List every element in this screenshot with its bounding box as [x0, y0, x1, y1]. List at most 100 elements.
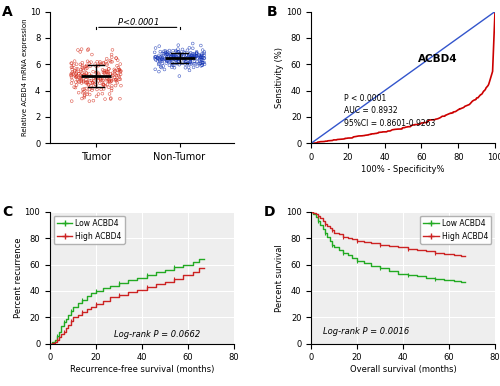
- Text: Log-rank P = 0.0662: Log-rank P = 0.0662: [114, 330, 200, 339]
- Point: [100, 68, 108, 74]
- Point: [194, 60, 202, 66]
- Point: [110, 66, 118, 73]
- Point: [104, 69, 112, 75]
- Y-axis label: Percent recurrence: Percent recurrence: [14, 237, 23, 318]
- Point: [166, 62, 173, 68]
- Point: [191, 54, 199, 60]
- Point: [76, 75, 84, 81]
- Point: [194, 63, 202, 69]
- Point: [160, 63, 168, 69]
- Point: [108, 72, 116, 78]
- Point: [100, 60, 108, 66]
- Point: [113, 63, 121, 69]
- Point: [86, 63, 94, 69]
- Point: [158, 60, 166, 66]
- Point: [155, 43, 163, 49]
- Point: [186, 67, 194, 73]
- Point: [80, 95, 88, 101]
- Point: [200, 55, 208, 61]
- Point: [170, 56, 178, 62]
- Point: [174, 49, 182, 55]
- Point: [172, 49, 180, 55]
- Point: [80, 67, 88, 73]
- Point: [174, 56, 182, 62]
- Point: [162, 50, 170, 56]
- Point: [102, 75, 110, 81]
- Point: [176, 50, 184, 56]
- Point: [200, 50, 208, 56]
- Point: [82, 70, 90, 76]
- Point: [106, 78, 114, 84]
- Point: [186, 54, 194, 61]
- Point: [168, 58, 176, 64]
- Point: [103, 68, 111, 74]
- Point: [87, 59, 95, 65]
- Point: [175, 49, 183, 55]
- Point: [84, 74, 92, 80]
- Point: [114, 80, 122, 86]
- Point: [186, 50, 194, 56]
- Point: [184, 60, 192, 66]
- Point: [188, 53, 196, 59]
- Point: [68, 77, 76, 83]
- Point: [100, 81, 108, 87]
- Point: [190, 61, 198, 67]
- Point: [106, 91, 114, 97]
- Point: [177, 53, 185, 59]
- Y-axis label: Percent survival: Percent survival: [276, 244, 284, 312]
- Point: [158, 64, 166, 71]
- Point: [186, 59, 194, 66]
- Point: [111, 71, 119, 77]
- Point: [152, 57, 160, 63]
- Point: [74, 66, 82, 72]
- Point: [112, 55, 120, 61]
- Point: [88, 85, 96, 91]
- Point: [72, 69, 80, 75]
- Point: [164, 54, 172, 60]
- Point: [168, 64, 175, 70]
- Point: [103, 76, 111, 82]
- Y-axis label: Relative ACBD4 mRNA expression: Relative ACBD4 mRNA expression: [22, 19, 28, 136]
- Point: [80, 86, 88, 92]
- Point: [75, 79, 83, 85]
- Point: [192, 53, 200, 59]
- Point: [96, 80, 104, 86]
- Point: [80, 72, 88, 78]
- Point: [162, 54, 170, 60]
- Point: [188, 54, 196, 61]
- Point: [191, 55, 199, 61]
- Text: C: C: [2, 205, 12, 219]
- Point: [174, 55, 182, 61]
- Point: [189, 45, 197, 51]
- Point: [72, 79, 80, 85]
- Point: [96, 59, 104, 65]
- Point: [86, 91, 94, 98]
- Point: [117, 83, 125, 89]
- Point: [101, 96, 109, 102]
- Point: [90, 78, 98, 84]
- Point: [150, 49, 158, 56]
- Point: [78, 63, 86, 69]
- Point: [112, 83, 120, 89]
- Point: [158, 58, 166, 64]
- Point: [176, 62, 184, 68]
- Point: [193, 59, 201, 65]
- Point: [158, 54, 166, 60]
- Point: [192, 50, 200, 56]
- Point: [170, 53, 178, 59]
- Point: [174, 49, 182, 55]
- Point: [155, 61, 163, 67]
- Point: [104, 66, 112, 72]
- Point: [196, 54, 204, 60]
- Point: [110, 74, 118, 81]
- Point: [78, 59, 86, 66]
- Point: [164, 51, 172, 57]
- Point: [167, 54, 175, 60]
- Point: [178, 51, 186, 58]
- Point: [172, 53, 179, 59]
- Point: [106, 96, 114, 102]
- Point: [70, 62, 78, 68]
- Point: [92, 93, 100, 100]
- Point: [107, 95, 115, 101]
- Point: [192, 50, 200, 56]
